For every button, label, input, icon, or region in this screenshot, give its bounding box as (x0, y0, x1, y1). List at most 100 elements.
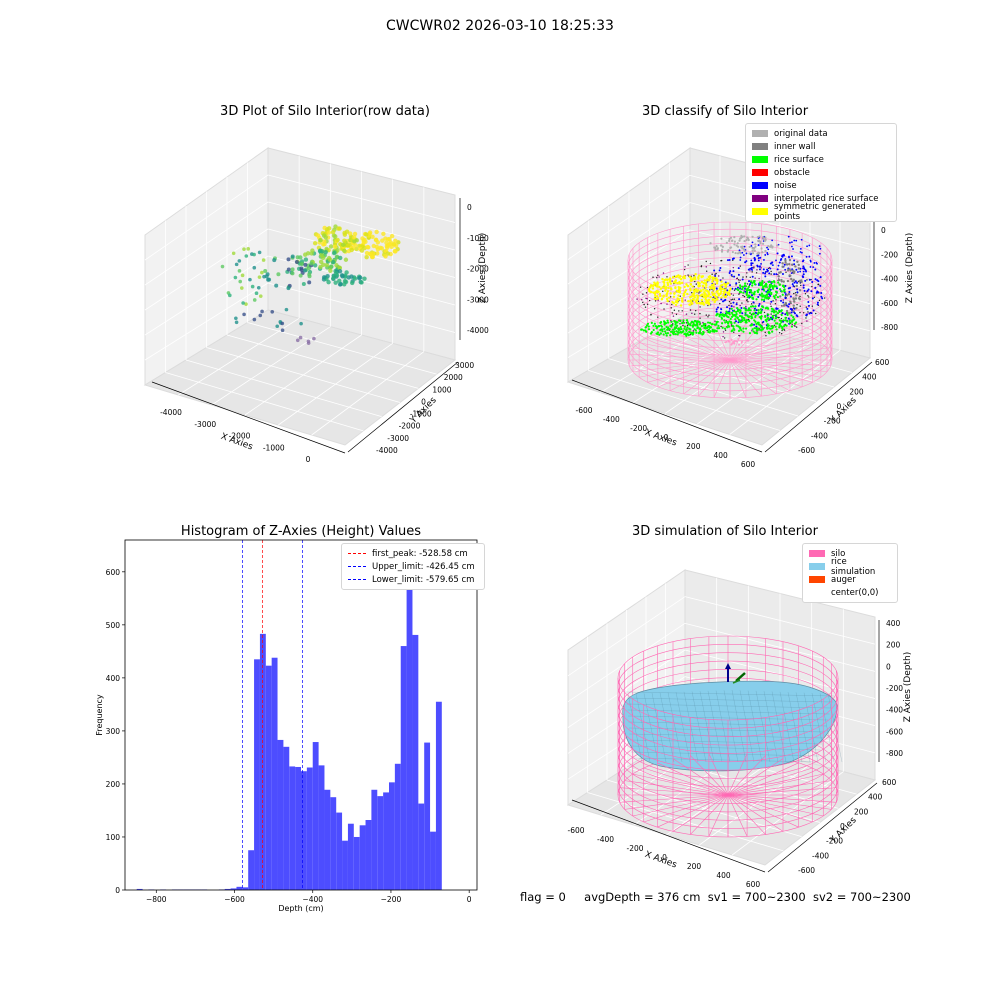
p2-point-839 (788, 312, 791, 315)
p2-point-1719 (765, 297, 769, 300)
p2-point-1275 (670, 323, 673, 327)
p1-point-88 (364, 251, 370, 256)
p4-y-tick-0: 600 (882, 778, 897, 787)
p2-point-1080 (649, 284, 653, 287)
p2-point-1352 (661, 328, 664, 331)
p4-mesh-h-6 (628, 727, 826, 733)
p2-point-1302 (706, 321, 710, 324)
p2-point-518 (805, 314, 808, 317)
p2-point-756 (733, 243, 736, 246)
p2-point-136 (793, 292, 795, 295)
p1-point-299 (262, 274, 266, 279)
p2-ylabel: Y Axies (828, 395, 859, 426)
p1-point-209 (331, 259, 336, 265)
p2-point-1337 (685, 319, 688, 322)
p2-point-1638 (781, 293, 784, 296)
p3-bar-24 (306, 767, 313, 890)
p2-point-1135 (697, 285, 700, 288)
p2-point-937 (692, 298, 695, 302)
p2-point-1437 (739, 309, 742, 312)
p2-point-1309 (667, 327, 670, 330)
p2-point-1335 (698, 330, 702, 333)
p1-point-70 (370, 254, 375, 260)
p2-point-378 (810, 290, 813, 293)
p2-point-1094 (666, 278, 669, 282)
p2-point-423 (787, 305, 790, 308)
p3-legend-item-1: Upper_limit: -426.45 cm (348, 560, 478, 573)
p1-point-323 (252, 298, 257, 302)
p2-point-455 (795, 268, 798, 271)
p2-point-1181 (686, 321, 689, 324)
p2-point-680 (769, 267, 772, 270)
p2-point-143 (694, 280, 696, 283)
histogram-chart: −800 −600 −400 −200 0 0 100 200 300 400 500 600 Dep… (95, 539, 478, 913)
p2-point-975 (667, 286, 670, 290)
p2-point-1108 (692, 288, 695, 292)
p2-point-676 (745, 260, 748, 262)
p2-point-675 (781, 255, 783, 258)
p2-point-104 (670, 307, 672, 309)
p2-point-1703 (768, 296, 771, 300)
p2-point-510 (756, 264, 759, 267)
p1-point-341 (312, 336, 316, 341)
p1-z-tick-2: -2000 (467, 265, 489, 274)
p1-point-312 (234, 262, 239, 267)
p2-point-1486 (730, 307, 733, 310)
p2-point-1101 (683, 285, 686, 289)
p2-point-722 (716, 248, 719, 251)
p1-point-3 (354, 246, 359, 252)
p2-point-1408 (780, 325, 783, 328)
p1-point-250 (349, 274, 354, 279)
p2-point-507 (816, 279, 819, 282)
p1-point-255 (337, 278, 342, 284)
p1-point-313 (231, 251, 236, 256)
p1-point-84 (389, 233, 395, 239)
p1-point-143 (321, 242, 326, 247)
p2-point-1292 (709, 330, 712, 333)
p2-point-1358 (646, 322, 650, 325)
p2-point-147 (705, 260, 707, 263)
p2-point-1735 (757, 288, 760, 291)
p2-point-117 (738, 281, 740, 284)
p2-point-71 (699, 317, 701, 319)
p2-point-1508 (734, 310, 738, 313)
p2-point-1143 (711, 276, 714, 279)
p1-point-298 (238, 279, 243, 284)
p2-point-1497 (781, 328, 784, 331)
p2-point-483 (715, 287, 718, 290)
p2-point-1239 (708, 321, 712, 324)
p2-point-259 (732, 259, 734, 262)
p1-point-266 (307, 280, 312, 285)
p2-point-1155 (719, 288, 722, 291)
p2-point-551 (793, 281, 796, 284)
p1-point-83 (353, 243, 358, 248)
p2-point-386 (728, 284, 731, 287)
p4-mesh-h-2 (626, 703, 832, 709)
p2-point-942 (723, 295, 727, 299)
p2-point-1119 (692, 277, 695, 280)
p2-point-300 (751, 330, 753, 332)
p2-point-297 (736, 302, 738, 304)
p2-point-695 (745, 238, 748, 242)
p2-y-tick-1: 400 (862, 373, 877, 382)
p2-point-1435 (735, 313, 738, 316)
p4-mesh-v-17 (763, 691, 779, 763)
p2-point-1595 (790, 325, 794, 328)
p2-point-1145 (708, 293, 711, 296)
p2-point-1173 (683, 327, 686, 330)
p1-point-294 (309, 261, 314, 266)
p2-point-467 (807, 288, 810, 291)
p1-y-tick-4: -1000 (410, 410, 432, 419)
p2-point-421 (806, 307, 809, 310)
p2-point-1106 (696, 298, 699, 302)
panel1-title: 3D Plot of Silo Interior(row data) (220, 104, 430, 119)
p2-legend-label-1: inner wall (774, 141, 816, 152)
p1-point-292 (274, 283, 279, 288)
p2-point-1554 (764, 318, 767, 322)
p1-point-217 (319, 249, 325, 254)
p2-point-767 (757, 251, 760, 254)
p2-point-1584 (734, 315, 737, 318)
p2-point-1744 (737, 338, 740, 341)
p4-legend-item-0: silo (809, 547, 891, 560)
p2-point-592 (752, 301, 755, 304)
